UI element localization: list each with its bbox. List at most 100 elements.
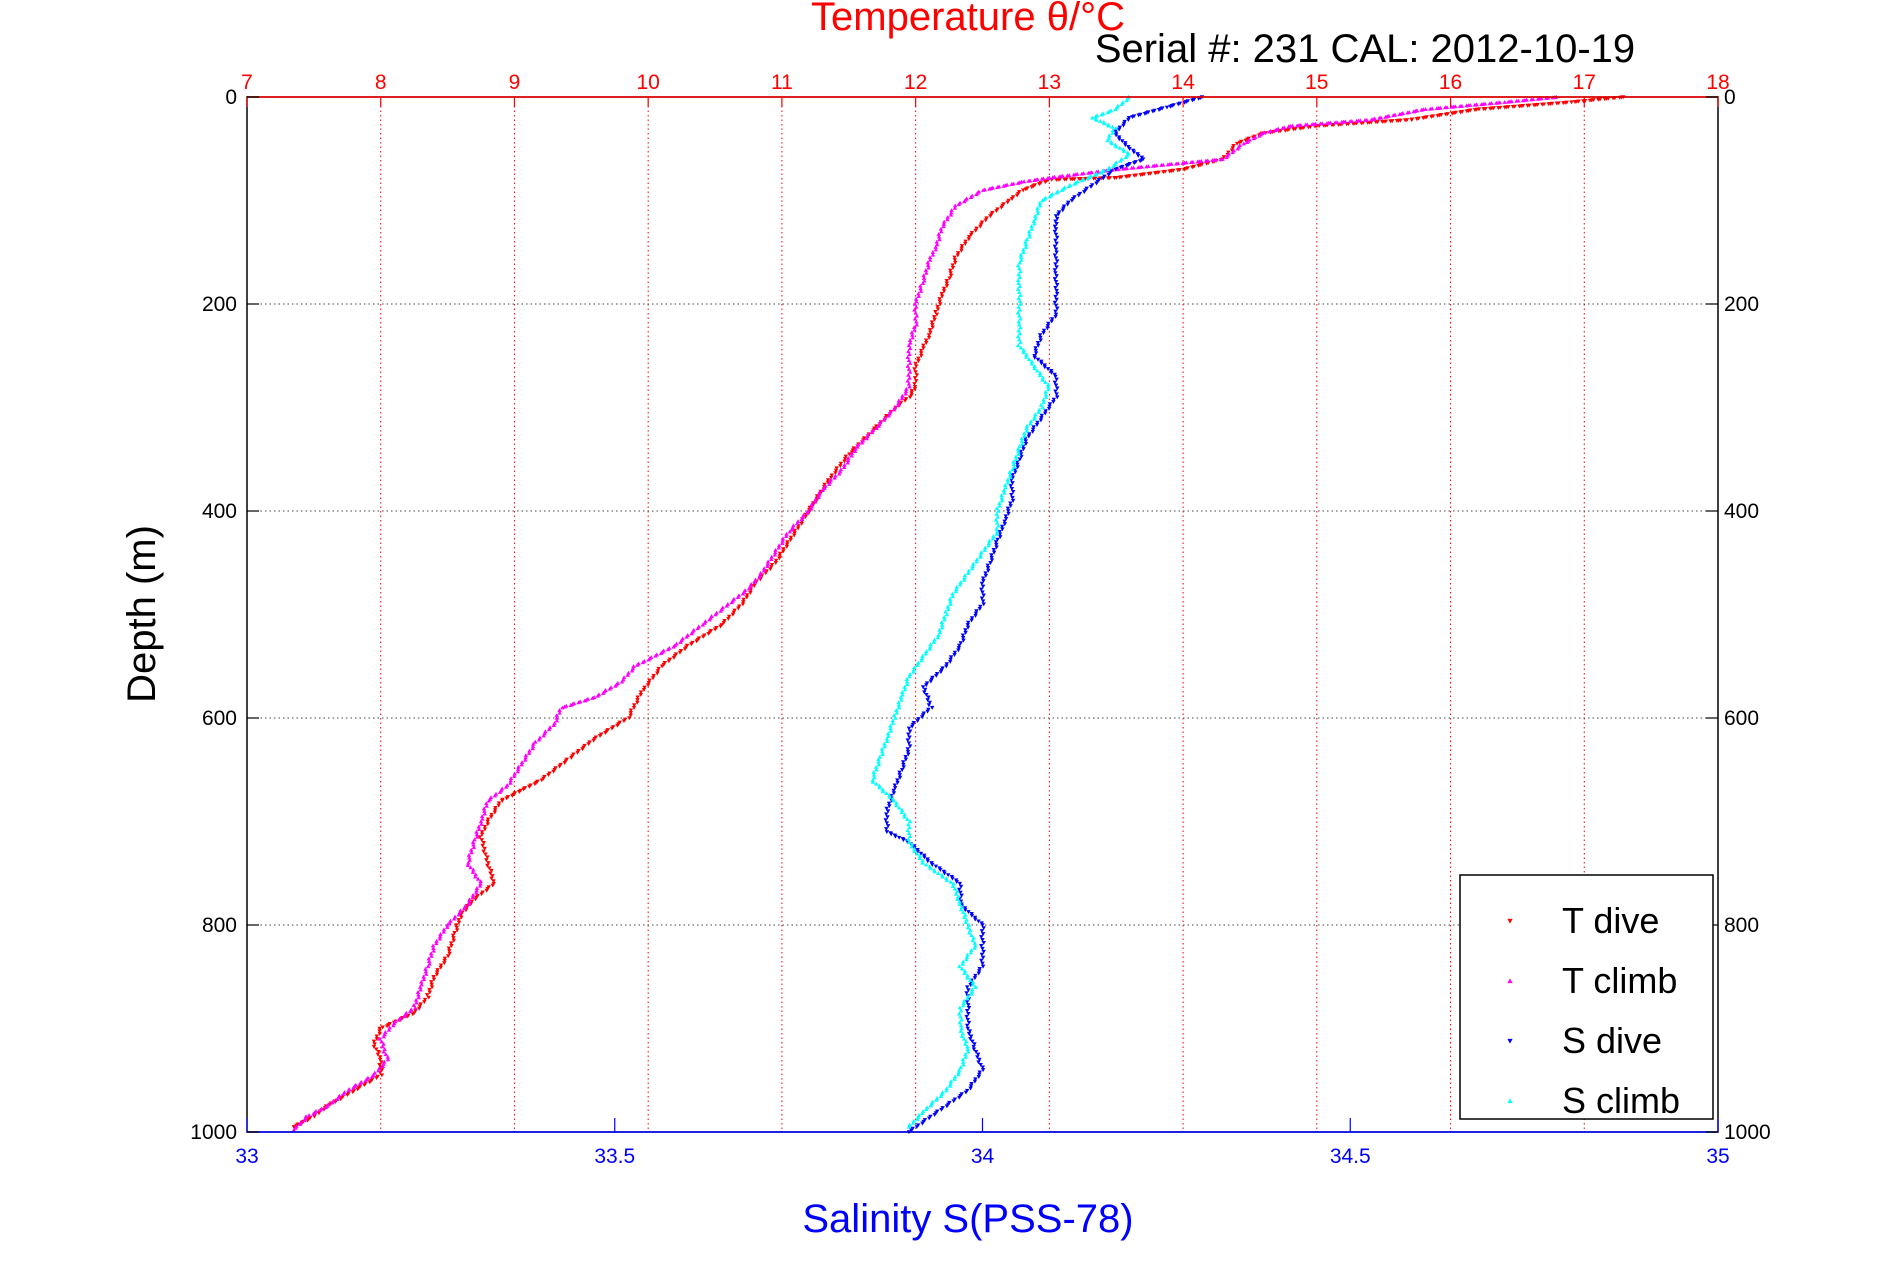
data-point	[777, 551, 783, 556]
data-point	[1017, 444, 1022, 449]
data-point	[944, 284, 950, 289]
data-point	[1055, 216, 1060, 221]
data-point	[1018, 301, 1023, 306]
data-point	[1055, 283, 1060, 287]
data-point	[924, 270, 929, 275]
data-point	[849, 453, 854, 458]
data-point	[1005, 506, 1011, 511]
data-point	[983, 571, 988, 576]
data-point	[874, 424, 879, 429]
data-point	[1017, 289, 1022, 294]
data-point	[879, 746, 885, 751]
data-point	[968, 1037, 973, 1042]
data-point	[769, 554, 774, 559]
data-point	[924, 683, 929, 688]
data-point	[958, 1065, 963, 1070]
data-point	[952, 205, 958, 210]
data-point	[980, 932, 986, 937]
data-point	[1016, 328, 1021, 333]
data-point	[928, 679, 934, 684]
data-point	[964, 991, 969, 996]
data-point	[1026, 357, 1032, 361]
data-point	[876, 759, 881, 764]
data-point	[905, 817, 910, 821]
data-point	[1024, 426, 1029, 430]
data-point	[731, 610, 736, 615]
data-point	[975, 1055, 980, 1060]
data-point	[1111, 163, 1116, 168]
data-point	[446, 946, 452, 951]
data-point	[897, 775, 903, 780]
data-point	[780, 538, 785, 543]
data-point	[930, 705, 935, 710]
data-point	[788, 537, 793, 542]
data-point	[978, 224, 983, 229]
data-point	[1038, 338, 1043, 343]
data-point	[994, 511, 999, 516]
data-point	[941, 221, 947, 226]
data-point	[918, 288, 924, 293]
data-point	[945, 217, 950, 222]
data-point	[551, 723, 556, 728]
data-point	[944, 664, 949, 669]
data-point	[809, 501, 815, 506]
data-point	[930, 862, 935, 867]
data-point	[769, 557, 774, 562]
data-point	[371, 1039, 377, 1044]
data-point	[1097, 118, 1103, 123]
data-point	[907, 360, 913, 365]
data-point	[1165, 162, 1171, 167]
salinity-tick-label: 33.5	[594, 1145, 635, 1168]
data-point	[473, 872, 478, 877]
data-point	[980, 590, 985, 595]
data-point	[335, 1097, 340, 1101]
data-point	[1043, 411, 1048, 416]
data-point	[961, 998, 967, 1003]
data-point	[1053, 314, 1058, 319]
data-point	[909, 393, 914, 398]
data-point	[1053, 238, 1058, 243]
data-point	[885, 815, 890, 820]
data-point	[489, 868, 494, 873]
data-point	[752, 579, 758, 584]
data-point	[415, 990, 421, 995]
data-point	[541, 733, 546, 738]
salinity-axis-title: Salinity S(PSS-78)	[802, 1197, 1133, 1241]
data-point	[894, 800, 899, 805]
data-point	[901, 765, 906, 770]
data-point	[312, 1114, 317, 1119]
depth-tick-label-left: 200	[202, 293, 237, 316]
data-point	[920, 860, 925, 865]
data-point	[957, 1020, 963, 1025]
data-point	[880, 787, 886, 792]
data-point	[978, 222, 984, 227]
data-point	[914, 851, 920, 856]
data-point	[768, 567, 773, 572]
data-point	[1054, 190, 1059, 195]
data-point	[956, 648, 961, 653]
data-point	[907, 369, 913, 374]
data-point	[912, 849, 917, 854]
data-point	[1244, 140, 1250, 145]
data-point	[912, 385, 918, 389]
data-point	[1117, 145, 1122, 150]
data-point	[993, 540, 999, 545]
data-point	[485, 819, 490, 824]
data-point	[906, 732, 911, 737]
data-point	[953, 589, 959, 594]
data-point	[1003, 482, 1008, 487]
data-point	[530, 746, 535, 751]
data-point	[973, 228, 978, 233]
data-point	[441, 927, 447, 932]
data-point	[916, 294, 921, 298]
data-point	[891, 798, 896, 803]
data-point	[887, 794, 892, 799]
data-point	[1055, 306, 1060, 311]
data-point	[632, 703, 637, 708]
data-point	[1052, 268, 1058, 273]
data-point	[966, 1003, 971, 1008]
data-point	[896, 805, 902, 810]
data-point	[413, 997, 419, 1002]
data-point	[915, 662, 920, 667]
data-point	[508, 780, 513, 785]
